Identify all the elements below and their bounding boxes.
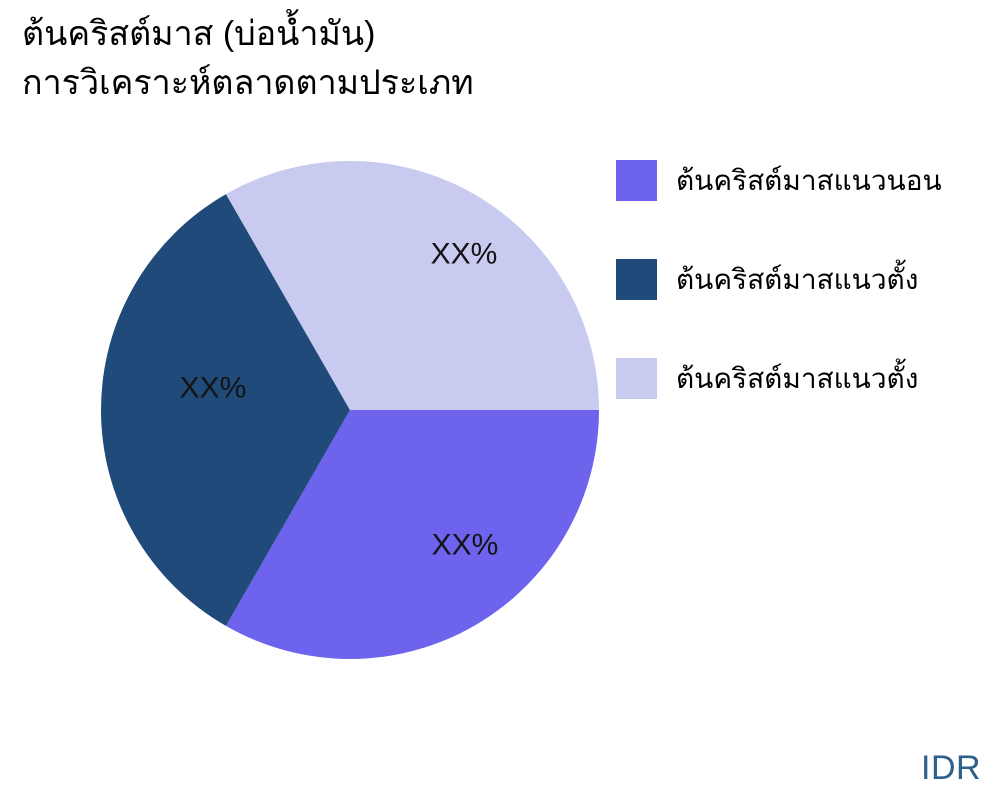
legend-swatch-1 — [616, 259, 657, 300]
chart-title-line2: การวิเคราะห์ตลาดตามประเภท — [22, 64, 474, 102]
chart-title: ต้นคริสต์มาส (บ่อน้ำมัน) การวิเคราะห์ตลา… — [22, 10, 622, 108]
pie-slice-0-percentage-label: XX% — [432, 529, 499, 562]
legend-item-0: ต้นคริสต์มาสแนวนอน — [616, 160, 942, 201]
legend-label-0: ต้นคริสต์มาสแนวนอน — [676, 164, 942, 196]
watermark-idr: IDR — [921, 749, 982, 787]
legend-item-1: ต้นคริสต์มาสแนวตั้ง — [616, 259, 942, 300]
pie-slice-0 — [225, 410, 599, 660]
pie-slice-1 — [100, 194, 350, 626]
chart-legend: ต้นคริสต์มาสแนวนอน ต้นคริสต์มาสแนวตั้ง ต้น… — [616, 160, 942, 457]
pie-slice-2 — [225, 160, 599, 410]
legend-label-2: ต้นคริสต์มาสแนวตั้ง — [676, 362, 919, 394]
legend-item-2: ต้นคริสต์มาสแนวตั้ง — [616, 358, 942, 399]
legend-swatch-2 — [616, 358, 657, 399]
chart-title-line1: ต้นคริสต์มาส (บ่อน้ำมัน) — [22, 15, 376, 53]
pie-slice-1-percentage-label: XX% — [180, 372, 247, 405]
pie-slice-2-percentage-label: XX% — [431, 238, 498, 271]
legend-label-1: ต้นคริสต์มาสแนวตั้ง — [676, 263, 919, 295]
legend-swatch-0 — [616, 160, 657, 201]
